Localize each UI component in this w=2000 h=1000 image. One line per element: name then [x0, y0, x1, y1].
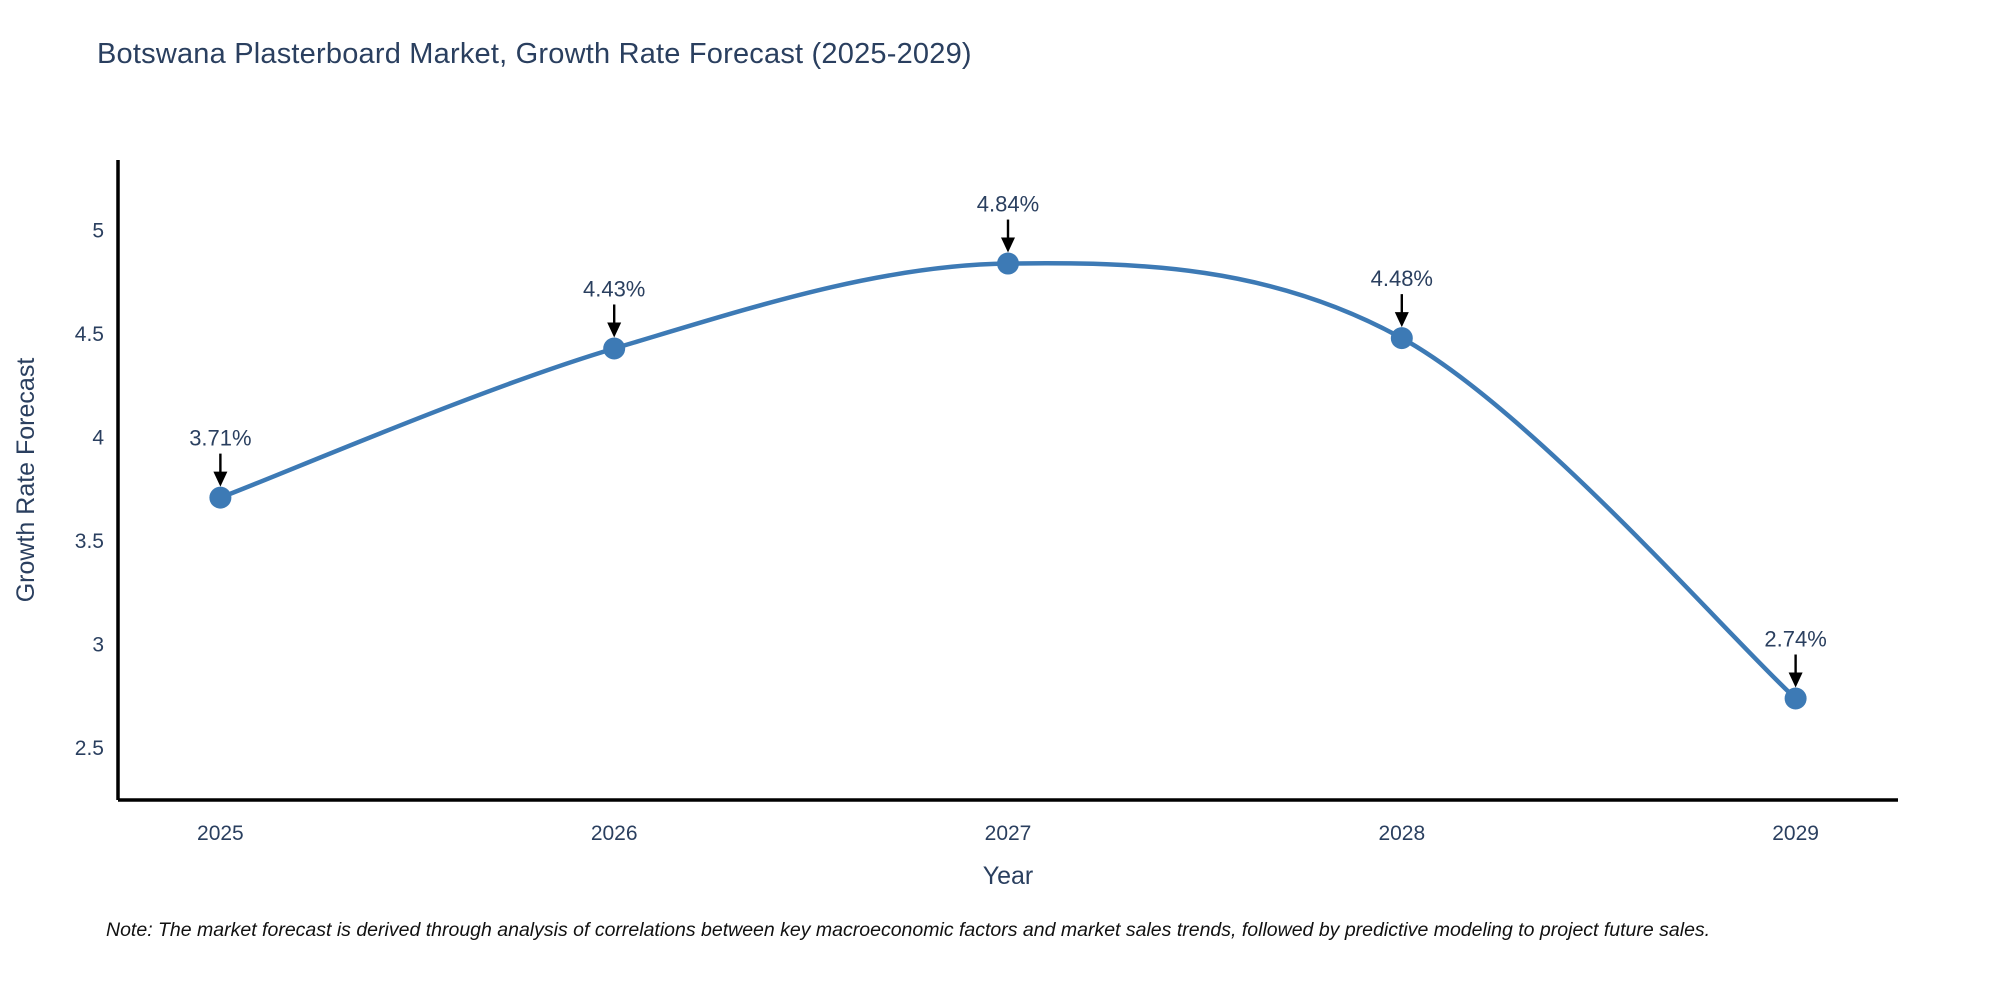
- x-tick-label: 2026: [591, 822, 638, 845]
- annotation-arrowhead-icon: [607, 322, 622, 338]
- forecast-line: [218, 261, 1798, 701]
- annotation-arrowhead-icon: [1394, 312, 1409, 328]
- chart-footnote: Note: The market forecast is derived thr…: [106, 919, 1711, 941]
- data-point-label: 4.84%: [977, 192, 1039, 217]
- annotation-arrowhead-icon: [1788, 672, 1803, 688]
- y-tick-label: 4: [92, 427, 104, 450]
- data-point-marker: [209, 486, 232, 509]
- y-axis-title: Growth Rate Forecast: [12, 358, 40, 603]
- x-tick-label: 2025: [197, 822, 244, 845]
- data-point-label: 4.43%: [583, 276, 645, 301]
- annotation-arrowhead-icon: [213, 471, 228, 487]
- data-point-label: 4.48%: [1371, 266, 1433, 291]
- x-axis-title: Year: [983, 862, 1034, 890]
- data-point-marker: [603, 337, 626, 360]
- y-tick-label: 2.5: [75, 737, 104, 760]
- x-tick-label: 2028: [1378, 822, 1425, 845]
- chart-title: Botswana Plasterboard Market, Growth Rat…: [97, 38, 972, 70]
- data-point-marker: [997, 252, 1019, 275]
- y-tick-label: 4.5: [75, 323, 104, 346]
- y-tick-label: 5: [92, 219, 104, 242]
- data-point-label: 2.74%: [1764, 627, 1826, 652]
- x-tick-label: 2029: [1772, 822, 1819, 845]
- x-tick-label: 2027: [985, 822, 1032, 845]
- data-point-label: 3.71%: [189, 426, 251, 451]
- data-point-marker: [1784, 687, 1807, 710]
- annotation-arrowhead-icon: [1001, 237, 1015, 253]
- y-tick-label: 3: [92, 634, 104, 657]
- data-point-marker: [1390, 327, 1413, 350]
- y-tick-label: 3.5: [75, 530, 104, 553]
